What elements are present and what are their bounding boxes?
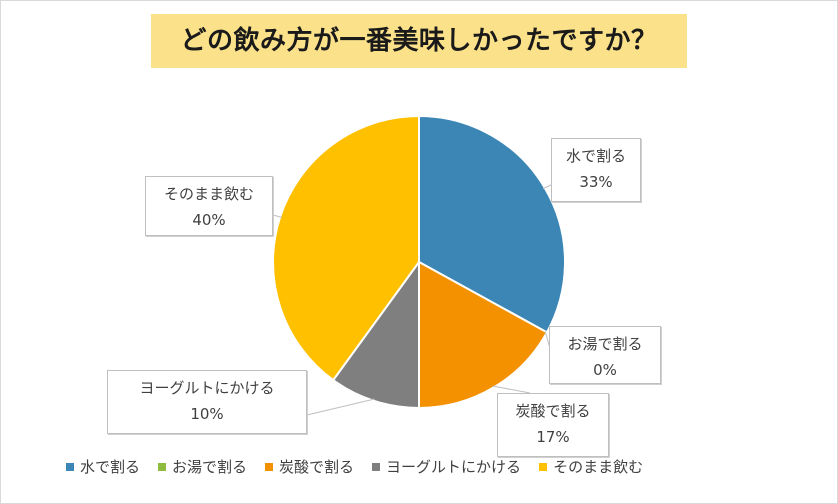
leader-line-slice-0 [542, 184, 552, 190]
pie-slice-2 [418, 260, 549, 410]
data-label-slice-1: お湯で割る 0% [549, 326, 661, 384]
legend-swatch [265, 462, 274, 471]
legend-label: お湯で割る [172, 458, 248, 476]
data-label-category: そのまま飲む [163, 185, 254, 203]
data-label-value: 33% [579, 173, 613, 191]
legend-label: 水で割る [80, 458, 141, 476]
legend-label: ヨーグルトにかける [386, 458, 522, 476]
data-label-category: 水で割る [565, 147, 626, 165]
data-label-value: 0% [593, 361, 617, 379]
legend-swatch [539, 462, 548, 471]
legend-swatch [372, 462, 381, 471]
data-label-value: 10% [190, 405, 224, 423]
data-label-category: ヨーグルトにかける [139, 379, 275, 397]
chart-legend: 水で割る お湯で割る 炭酸で割る ヨーグルトにかける そのまま飲む [66, 456, 661, 477]
leader-line-slice-2 [492, 385, 531, 394]
pie-slice-3 [331, 258, 420, 410]
data-label-slice-2: 炭酸で割る 17% [497, 393, 609, 457]
data-label-slice-3: ヨーグルトにかける 10% [107, 370, 307, 434]
data-label-category: 炭酸で割る [515, 402, 591, 420]
legend-item-slice-2: 炭酸で割る [265, 456, 354, 477]
legend-item-slice-4: そのまま飲む [539, 456, 643, 477]
legend-label: 炭酸で割る [279, 458, 355, 476]
data-label-value: 17% [536, 428, 570, 446]
leader-line-slice-3 [306, 398, 375, 416]
legend-item-slice-3: ヨーグルトにかける [372, 456, 521, 477]
legend-label: そのまま飲む [553, 458, 644, 476]
chart-title: どの飲み方が一番美味しかったですか？ [151, 14, 687, 68]
legend-item-slice-0: 水で割る [66, 456, 140, 477]
leader-line-slice-4 [272, 214, 283, 218]
data-label-category: お湯で割る [567, 335, 643, 353]
legend-item-slice-1: お湯で割る [158, 456, 247, 477]
data-label-slice-0: 水で割る 33% [551, 138, 641, 202]
legend-swatch [66, 462, 74, 471]
data-label-slice-4: そのまま飲む 40% [145, 176, 273, 236]
legend-swatch [158, 462, 167, 471]
data-label-value: 40% [192, 211, 226, 229]
